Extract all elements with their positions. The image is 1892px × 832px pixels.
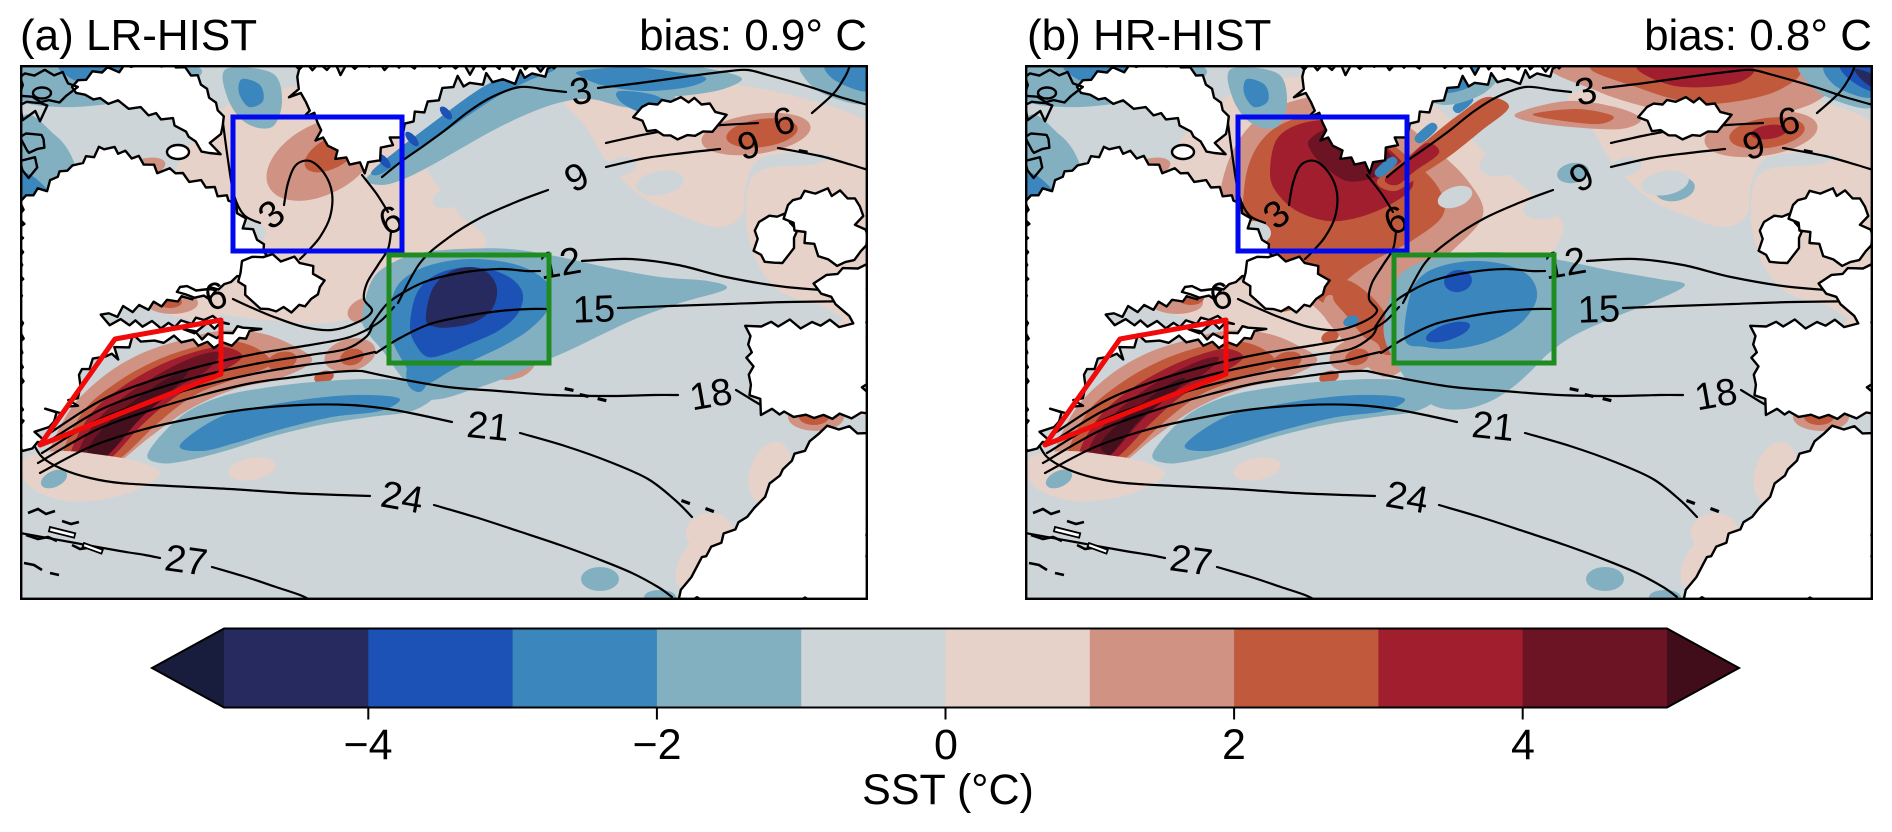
svg-text:18: 18 [1692,371,1741,420]
svg-text:24: 24 [378,474,427,523]
svg-text:27: 27 [162,537,210,584]
svg-text:12: 12 [1541,240,1590,289]
svg-text:12: 12 [536,240,585,289]
svg-text:15: 15 [572,288,616,331]
svg-text:18: 18 [687,371,736,420]
svg-text:15: 15 [1577,288,1621,331]
svg-text:21: 21 [1470,404,1516,450]
svg-text:24: 24 [1383,474,1432,523]
svg-text:21: 21 [465,404,511,450]
svg-text:27: 27 [1167,537,1215,584]
